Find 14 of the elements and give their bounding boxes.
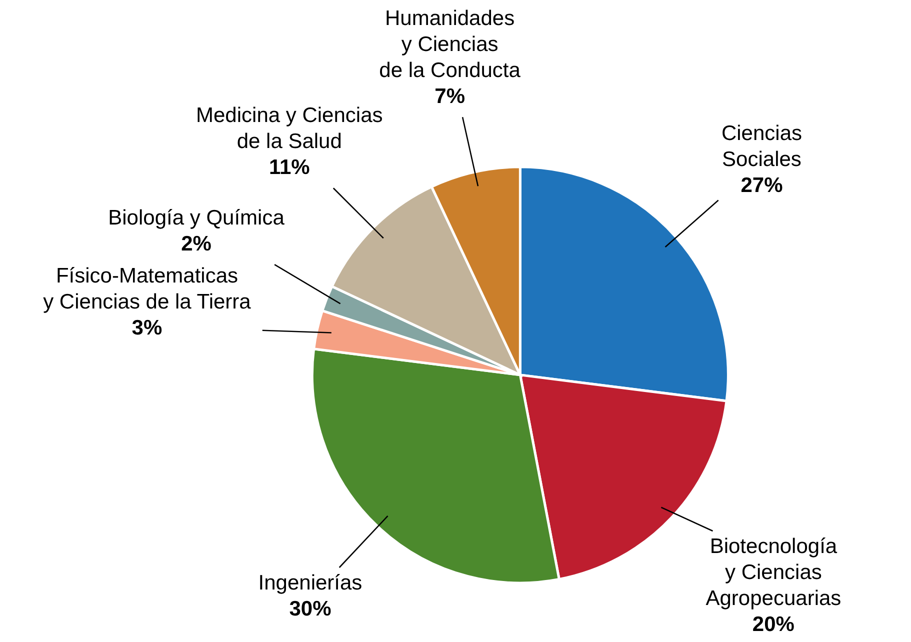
slice-label: Físico-Matematicas y Ciencias de la Tierra <box>43 264 252 314</box>
data-label: 20% <box>752 613 795 636</box>
data-label: 30% <box>289 598 332 620</box>
slice-label: Biología y Química <box>108 206 285 230</box>
data-label: 2% <box>181 232 212 256</box>
data-label: 7% <box>434 85 466 108</box>
slice-label: Ciencias Sociales <box>721 122 802 171</box>
slice-label: Ingenierías <box>258 572 362 594</box>
slice-label: Biotecnología y Ciencias Agropecuarias <box>706 535 842 610</box>
slice-label: Humanidades y Ciencias de la Conducta <box>379 7 521 82</box>
data-label: 3% <box>132 316 162 340</box>
slice-label: Medicina y Ciencias de la Salud <box>196 104 383 154</box>
data-label: 27% <box>740 174 784 197</box>
data-label: 11% <box>268 156 310 180</box>
